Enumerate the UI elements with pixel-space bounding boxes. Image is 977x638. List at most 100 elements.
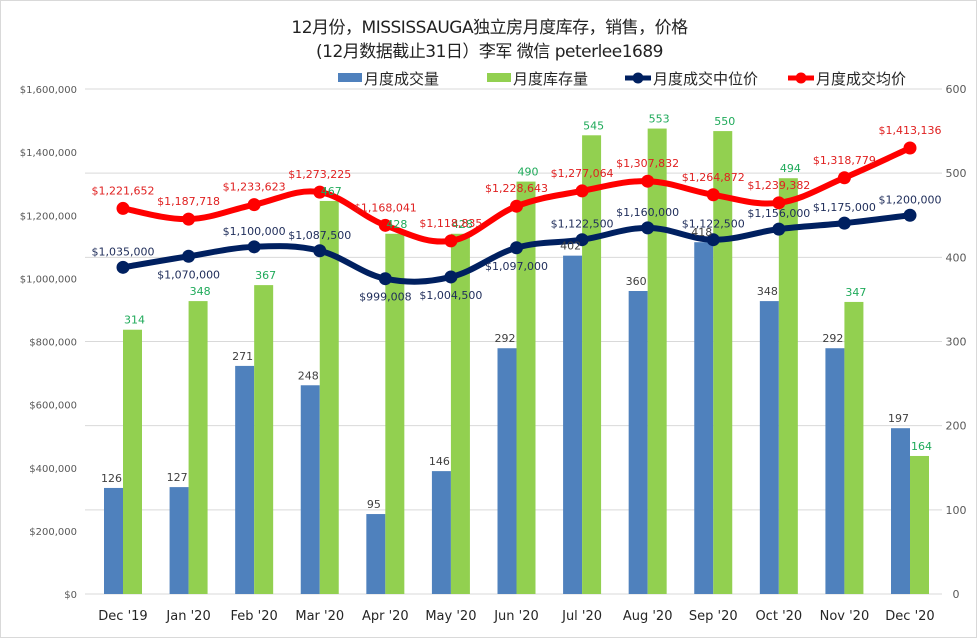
right-axis-tick-label: 200	[946, 420, 967, 433]
line-data-label: $999,008	[359, 291, 412, 304]
point-average-price	[575, 184, 589, 198]
bar-data-label: 292	[822, 332, 843, 345]
line-data-label: $1,100,000	[223, 225, 286, 238]
bar-sales	[891, 428, 910, 594]
left-axis-tick-label: $400,000	[29, 464, 77, 475]
legend-swatch	[487, 73, 511, 82]
line-data-label: $1,221,652	[92, 184, 155, 197]
bars	[104, 128, 929, 595]
bar-sales	[497, 348, 517, 594]
x-axis-tick-label: Dec '19	[98, 609, 147, 624]
bar-data-label: 428	[452, 218, 473, 231]
bar-inventory	[254, 285, 274, 594]
x-axis-tick-label: Aug '20	[623, 609, 673, 624]
bar-inventory	[188, 301, 208, 594]
bar-data-label: 418	[691, 226, 712, 239]
legend-marker	[632, 72, 644, 84]
bar-inventory	[844, 301, 864, 594]
point-average-price	[903, 141, 917, 155]
point-average-price	[706, 188, 720, 202]
legend-marker	[795, 72, 807, 84]
bar-data-label: 553	[649, 113, 670, 126]
line-data-label: $1,264,872	[682, 171, 745, 184]
line-data-label: $1,307,832	[616, 157, 679, 170]
bar-data-label: 467	[321, 185, 342, 198]
x-axis-tick-label: Mar '20	[295, 609, 344, 624]
bar-sales	[825, 348, 845, 594]
legend-label: 月度成交均价	[816, 70, 906, 88]
bar-inventory	[385, 233, 405, 594]
bar-data-label: 550	[714, 115, 735, 128]
bar-inventory	[713, 131, 733, 595]
line-data-label: $1,160,000	[616, 206, 679, 219]
line-data-label: $1,035,000	[92, 245, 155, 258]
left-axis-tick-label: $1,000,000	[20, 274, 77, 285]
left-axis-tick-label: $1,600,000	[20, 85, 77, 96]
x-axis-tick-label: Dec '20	[885, 609, 934, 624]
x-axis: Dec '19 Jan '20 Feb '20 Mar '20 Apr '20 May '…	[98, 609, 934, 624]
right-axis-tick-label: 300	[946, 336, 967, 349]
bar-data-label: 494	[780, 162, 801, 175]
bar-sales	[366, 514, 386, 594]
point-median-price	[706, 233, 720, 247]
line-data-label: $1,122,500	[551, 218, 614, 231]
left-axis-tick-label: $1,400,000	[20, 148, 77, 159]
point-median-price	[903, 208, 917, 222]
point-median-price	[378, 272, 392, 286]
line-data-label: $1,004,500	[419, 289, 482, 302]
line-data-label: $1,070,000	[157, 268, 220, 281]
bar-data-label: 360	[626, 275, 647, 288]
left-axis-tick-label: $200,000	[29, 527, 77, 538]
chart-subtitle: (12月数据截止31日）李军 微信 peterlee1689	[316, 42, 663, 62]
left-axis-tick-label: $0	[64, 590, 77, 601]
point-median-price	[837, 216, 851, 230]
left-axis-tick-label: $1,200,000	[20, 211, 77, 222]
bar-data-label: 146	[429, 455, 450, 468]
bar-inventory	[516, 181, 536, 595]
x-axis-tick-label: Jul '20	[561, 609, 602, 624]
bar-sales	[563, 255, 583, 594]
bar-inventory	[778, 178, 798, 594]
legend-swatch	[338, 73, 362, 82]
line-data-label: $1,118,835	[419, 217, 482, 230]
bar-sales	[759, 301, 779, 594]
bar-inventory	[319, 200, 339, 595]
bar-data-label: 271	[232, 350, 253, 363]
bar-sales	[169, 487, 189, 594]
point-median-price	[772, 222, 786, 236]
chart-title: 12月份，MISSISSAUGA独立房月度库存，销售，价格	[291, 18, 688, 38]
line-data-label: $1,273,225	[288, 168, 351, 181]
point-median-price	[641, 221, 655, 235]
bar-data-label: 126	[101, 472, 122, 485]
bar-data-label: 95	[367, 498, 381, 511]
line-data-label: $1,156,000	[747, 207, 810, 220]
right-axis-tick-label: 400	[946, 251, 967, 264]
line-data-label: $1,239,382	[747, 179, 810, 192]
line-data-label: $1,097,000	[485, 260, 548, 273]
legend-label: 月度库存量	[513, 70, 588, 88]
x-axis-tick-label: Feb '20	[231, 609, 278, 624]
point-average-price	[378, 218, 392, 232]
x-axis-tick-label: Sep '20	[689, 609, 738, 624]
point-average-price	[182, 212, 196, 226]
left-axis: $0 $200,000 $400,000 $600,000 $800,000 $1,000…	[20, 85, 77, 601]
bar-sales	[300, 385, 320, 594]
point-median-price	[182, 249, 196, 263]
point-average-price	[247, 198, 261, 212]
bar-inventory	[582, 135, 602, 594]
point-average-price	[641, 174, 655, 188]
legend-label: 月度成交中位价	[653, 70, 758, 88]
right-axis: 0 100 200 300 400 500 600	[946, 83, 967, 601]
bar-data-label: 314	[124, 314, 145, 327]
point-median-price	[510, 241, 523, 255]
line-data-label: $1,187,718	[157, 195, 220, 208]
point-median-price	[575, 233, 589, 247]
point-average-price	[837, 171, 851, 185]
point-average-price	[444, 234, 458, 248]
line-data-label: $1,318,779	[813, 154, 876, 167]
line-data-label: $1,200,000	[879, 193, 942, 206]
bar-inventory	[450, 233, 470, 594]
left-axis-tick-label: $800,000	[29, 338, 77, 349]
